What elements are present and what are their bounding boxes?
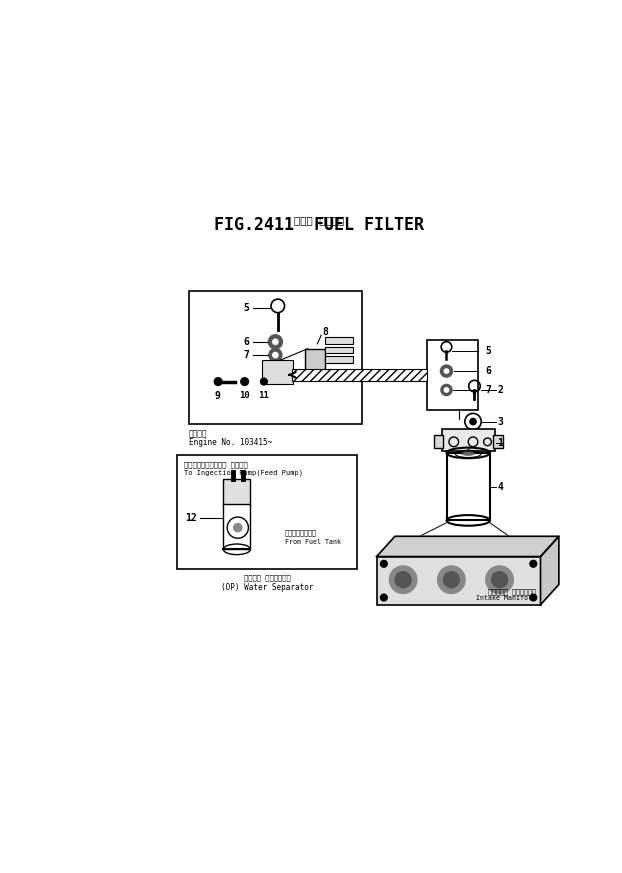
Text: フエルタンクから: フエルタンクから	[285, 529, 317, 536]
Ellipse shape	[462, 452, 475, 456]
Text: 9: 9	[214, 391, 220, 402]
Text: フェル  フィルタ: フェル フィルタ	[294, 215, 344, 225]
Circle shape	[272, 352, 279, 359]
Bar	[427, 340, 478, 409]
Text: 4: 4	[497, 482, 503, 491]
Circle shape	[389, 565, 417, 595]
Bar	[223, 504, 250, 549]
Circle shape	[268, 347, 282, 362]
Circle shape	[437, 565, 466, 595]
Circle shape	[267, 334, 283, 349]
Text: To Ingection Pump(Feed Pump): To Ingection Pump(Feed Pump)	[184, 470, 303, 477]
Bar	[325, 356, 353, 363]
Circle shape	[485, 565, 514, 595]
Circle shape	[381, 595, 388, 601]
Circle shape	[443, 368, 449, 374]
Text: 6: 6	[485, 366, 491, 376]
Text: ウォータ セパレーター: ウォータ セパレーター	[244, 575, 290, 581]
Text: 射射ポンプ（フィード ポンプへ: 射射ポンプ（フィード ポンプへ	[184, 461, 248, 468]
Text: 7: 7	[485, 385, 491, 395]
Text: 5: 5	[485, 346, 491, 356]
Bar	[325, 347, 353, 354]
Text: 2: 2	[497, 385, 503, 395]
Text: 6: 6	[243, 337, 249, 347]
Bar	[325, 337, 353, 344]
Circle shape	[233, 523, 243, 533]
Text: From Fuel Tank: From Fuel Tank	[285, 539, 341, 545]
Text: 5: 5	[243, 303, 249, 313]
Bar	[292, 368, 427, 381]
Bar	[493, 435, 503, 448]
Circle shape	[381, 560, 388, 567]
Circle shape	[443, 571, 460, 588]
Text: 12: 12	[185, 513, 197, 523]
Text: Intake Manifold: Intake Manifold	[476, 595, 536, 601]
Circle shape	[241, 378, 249, 385]
Bar	[377, 557, 541, 605]
Circle shape	[440, 384, 453, 396]
Text: 11: 11	[259, 391, 269, 400]
Text: 1: 1	[497, 438, 503, 448]
Bar	[188, 292, 362, 424]
Text: (OP) Water Separator: (OP) Water Separator	[221, 583, 313, 592]
Bar	[177, 456, 357, 568]
Text: 8: 8	[322, 327, 328, 337]
Polygon shape	[541, 536, 559, 605]
Circle shape	[491, 571, 508, 588]
Polygon shape	[377, 536, 559, 557]
Circle shape	[214, 378, 222, 385]
Circle shape	[272, 339, 279, 345]
Circle shape	[443, 387, 449, 393]
Circle shape	[440, 364, 453, 378]
Text: 10: 10	[239, 391, 250, 400]
Circle shape	[530, 595, 537, 601]
Circle shape	[394, 571, 412, 588]
Bar	[442, 430, 494, 450]
Text: 適用号第: 適用号第	[188, 430, 207, 439]
Text: 3: 3	[497, 416, 503, 427]
Bar	[447, 453, 490, 520]
Circle shape	[530, 560, 537, 567]
Text: FIG.2411  FUEL FILTER: FIG.2411 FUEL FILTER	[214, 216, 424, 234]
Bar	[261, 361, 293, 384]
Text: 7: 7	[243, 350, 249, 360]
Circle shape	[261, 378, 267, 385]
Text: Engine No. 103415~: Engine No. 103415~	[188, 438, 272, 448]
Bar	[223, 479, 250, 506]
Circle shape	[469, 417, 477, 425]
Bar	[434, 435, 443, 448]
Bar	[305, 348, 325, 378]
Text: インテーク マニホールド: インテーク マニホールド	[488, 588, 536, 595]
